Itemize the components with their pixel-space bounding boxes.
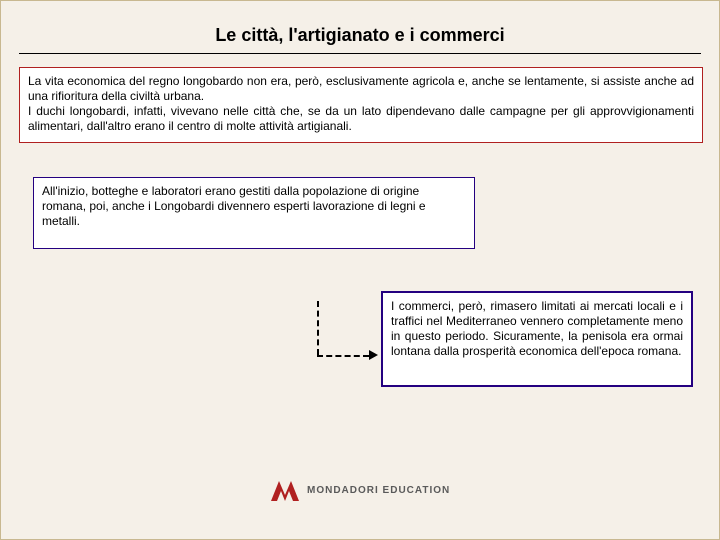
connector-arrow-vertical <box>317 301 319 355</box>
paragraph-box-1: La vita economica del regno longobardo n… <box>19 67 703 143</box>
logo-mark-icon <box>271 479 299 501</box>
slide: Le città, l'artigianato e i commerci La … <box>1 1 719 539</box>
connector-arrow-horizontal <box>317 355 369 357</box>
publisher-logo: MONDADORI EDUCATION <box>271 479 450 501</box>
connector-arrow-head-icon <box>369 350 378 360</box>
title-underline <box>19 53 701 54</box>
page-title: Le città, l'artigianato e i commerci <box>1 25 719 46</box>
logo-text: MONDADORI EDUCATION <box>307 485 450 496</box>
paragraph-box-2: All'inizio, botteghe e laboratori erano … <box>33 177 475 249</box>
paragraph-box-3: I commerci, però, rimasero limitati ai m… <box>381 291 693 387</box>
